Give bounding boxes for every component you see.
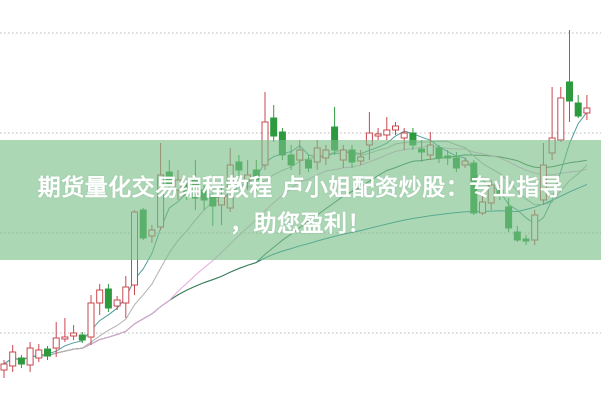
candle-up: [0, 363, 8, 371]
candle-up: [383, 129, 391, 136]
candle-down: [78, 334, 86, 341]
title-banner: 期货量化交易编程教程 卢小姐配资炒股：专业指导 ，助您盈利！: [0, 140, 601, 260]
candle-up: [35, 349, 43, 359]
candle-down: [566, 81, 573, 102]
candle-up: [583, 107, 591, 114]
candle-down: [17, 357, 25, 365]
candle-down: [44, 348, 51, 357]
candle-down: [270, 117, 278, 137]
candle-up: [557, 97, 565, 141]
candle-up: [26, 347, 34, 366]
candle-down: [574, 102, 582, 117]
candle-up: [70, 332, 78, 337]
candle-up: [9, 351, 17, 367]
candle-up: [113, 299, 121, 307]
title-line-1: 期货量化交易编程教程 卢小姐配资炒股：专业指导: [37, 175, 564, 201]
title-line-2: ，助您盈利！: [230, 211, 371, 237]
candle-up: [61, 336, 69, 340]
candle-up: [52, 337, 60, 349]
candle-up: [87, 302, 95, 338]
candle-up: [400, 132, 408, 139]
candle-up: [96, 289, 104, 304]
candle-up: [122, 286, 130, 304]
candle-up: [392, 125, 399, 131]
candle-down: [104, 288, 112, 309]
candle-up: [374, 133, 382, 137]
